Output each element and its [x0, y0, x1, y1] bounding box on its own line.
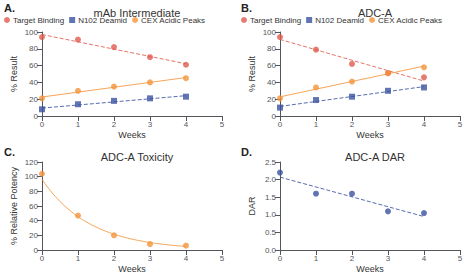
svg-text:40: 40: [29, 78, 38, 87]
svg-text:0.5: 0.5: [265, 228, 277, 237]
svg-text:ADC-A: ADC-A: [358, 7, 393, 19]
svg-text:2: 2: [350, 120, 355, 129]
svg-text:D.: D.: [241, 146, 252, 158]
svg-text:Target Binding: Target Binding: [250, 16, 301, 25]
svg-text:80: 80: [267, 44, 276, 53]
svg-text:N102 Deamid: N102 Deamid: [315, 16, 364, 25]
svg-text:4: 4: [422, 120, 427, 129]
svg-text:100: 100: [25, 172, 39, 181]
svg-text:20: 20: [267, 95, 276, 104]
svg-text:0: 0: [40, 120, 45, 129]
svg-text:3: 3: [148, 254, 153, 263]
svg-text:60: 60: [29, 61, 38, 70]
svg-text:60: 60: [29, 202, 38, 211]
svg-text:100: 100: [25, 28, 39, 37]
svg-text:40: 40: [29, 216, 38, 225]
svg-text:0: 0: [278, 120, 283, 129]
svg-text:ADC-A DAR: ADC-A DAR: [345, 151, 405, 163]
svg-text:Weeks: Weeks: [356, 264, 384, 274]
svg-text:DAR: DAR: [247, 196, 257, 216]
svg-text:0: 0: [272, 112, 277, 121]
svg-text:4: 4: [184, 254, 189, 263]
svg-text:20: 20: [29, 95, 38, 104]
svg-text:1: 1: [76, 120, 81, 129]
svg-text:CEX Acidic Peaks: CEX Acidic Peaks: [378, 15, 443, 25]
svg-text:0.0: 0.0: [265, 246, 277, 255]
svg-text:3: 3: [386, 254, 391, 263]
svg-text:% Result: % Result: [247, 55, 257, 92]
svg-text:A.: A.: [4, 2, 15, 14]
svg-text:Weeks: Weeks: [356, 130, 384, 140]
svg-text:5: 5: [458, 254, 463, 263]
svg-text:1: 1: [314, 254, 319, 263]
svg-text:0: 0: [40, 254, 45, 263]
svg-text:CEX Acidic Peaks: CEX Acidic Peaks: [141, 15, 206, 25]
svg-text:Target Binding: Target Binding: [13, 16, 64, 25]
svg-text:2.5: 2.5: [265, 158, 277, 167]
svg-text:4: 4: [422, 254, 427, 263]
svg-text:% Relative Potency: % Relative Potency: [9, 166, 19, 245]
svg-text:0: 0: [34, 246, 39, 255]
svg-text:1.5: 1.5: [265, 193, 277, 202]
svg-text:mAb Intermediate: mAb Intermediate: [94, 7, 181, 19]
svg-text:80: 80: [29, 187, 38, 196]
svg-text:B.: B.: [241, 2, 252, 14]
svg-text:N102 Deamid: N102 Deamid: [78, 15, 128, 25]
svg-text:100: 100: [263, 28, 277, 37]
svg-text:C.: C.: [4, 146, 15, 158]
svg-text:2: 2: [112, 254, 117, 263]
svg-text:2: 2: [112, 120, 117, 129]
svg-text:0: 0: [278, 254, 283, 263]
svg-text:120: 120: [25, 158, 39, 167]
svg-text:1.0: 1.0: [265, 210, 277, 219]
svg-text:Weeks: Weeks: [118, 264, 146, 274]
svg-text:3: 3: [148, 120, 153, 129]
svg-text:1: 1: [314, 120, 319, 129]
svg-text:ADC-A Toxicity: ADC-A Toxicity: [101, 151, 174, 163]
svg-text:2.0: 2.0: [265, 175, 277, 184]
svg-text:1: 1: [76, 254, 81, 263]
svg-text:20: 20: [29, 231, 38, 240]
svg-text:2: 2: [350, 254, 355, 263]
svg-text:% Result: % Result: [9, 55, 19, 92]
svg-text:4: 4: [184, 120, 189, 129]
svg-text:5: 5: [458, 120, 463, 129]
svg-text:5: 5: [220, 254, 225, 263]
svg-text:80: 80: [29, 44, 38, 53]
svg-text:0: 0: [34, 112, 39, 121]
svg-text:Weeks: Weeks: [118, 130, 146, 140]
svg-text:3: 3: [386, 120, 391, 129]
svg-text:60: 60: [267, 61, 276, 70]
svg-text:40: 40: [267, 78, 276, 87]
svg-text:5: 5: [220, 120, 225, 129]
